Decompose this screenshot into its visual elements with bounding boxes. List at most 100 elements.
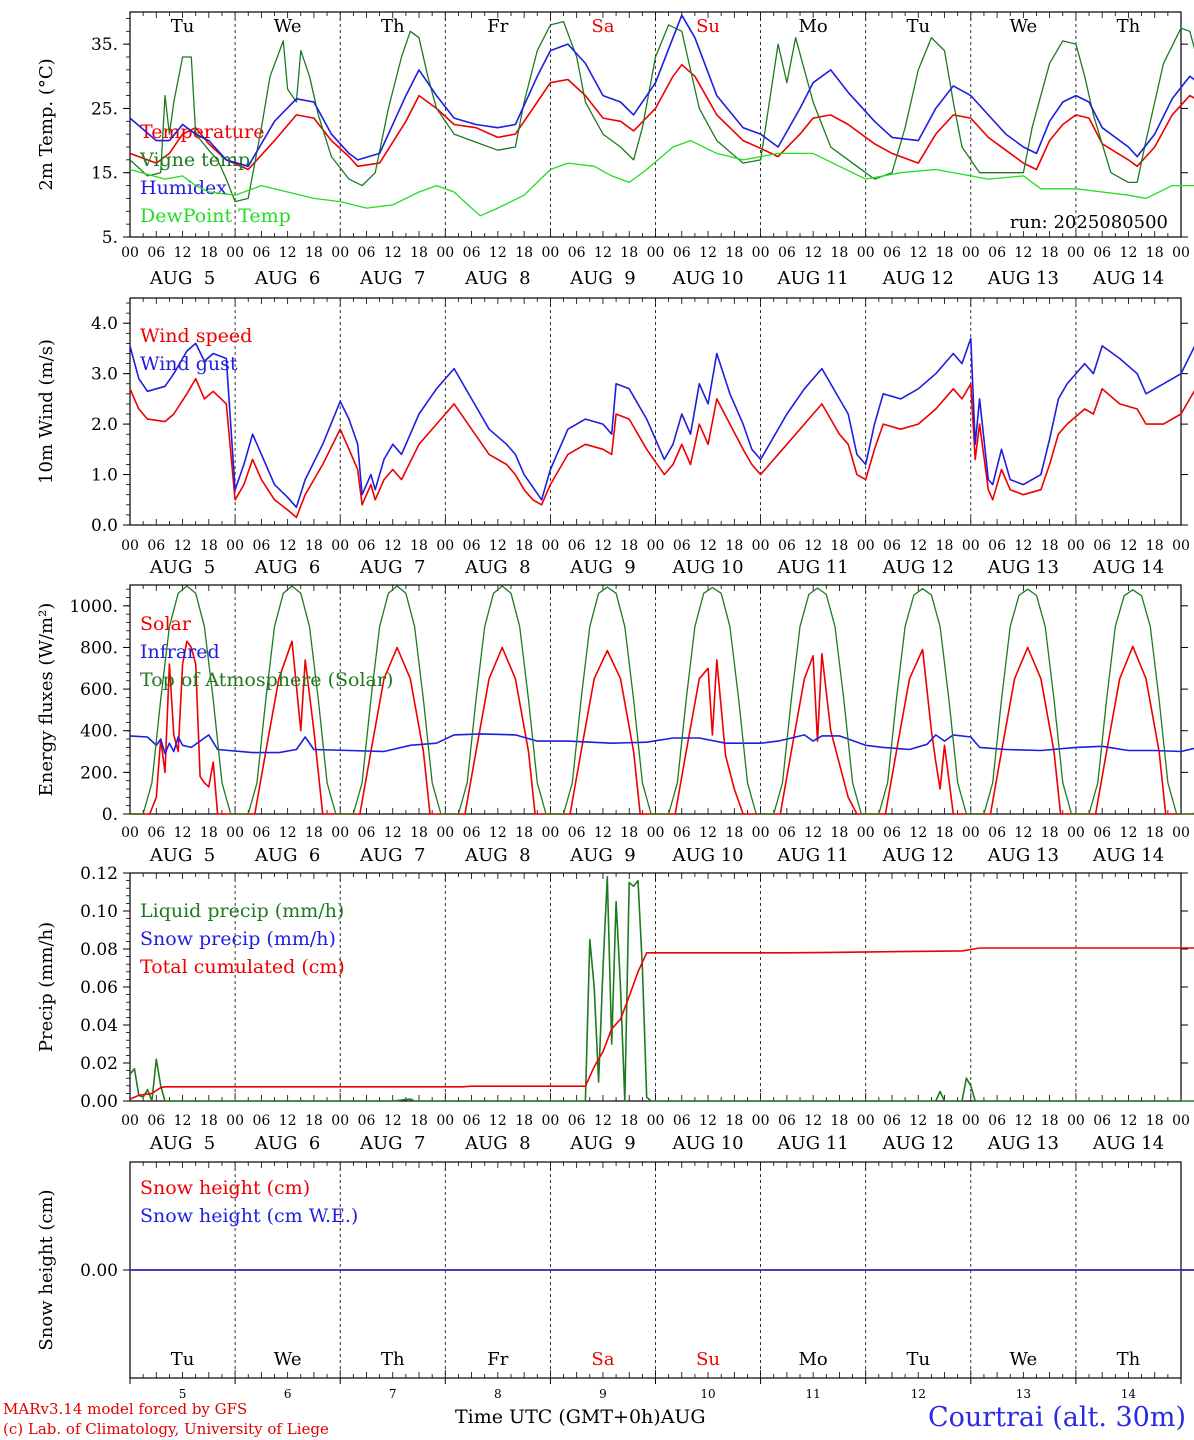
y-tick-label: 2.0 [91, 415, 118, 435]
y-tick-label: 0.0 [91, 516, 118, 536]
hour-tick-label: 18 [620, 538, 638, 554]
date-label: AUG 10 [671, 268, 743, 289]
run-annotation: run: 2025080500 [1010, 212, 1168, 233]
legend-entry: DewPoint Temp [140, 205, 291, 227]
date-label: AUG 8 [464, 557, 530, 578]
date-label: AUG 5 [149, 1133, 215, 1154]
hour-tick-label: 12 [909, 825, 927, 841]
y-tick-label: 800. [80, 638, 118, 658]
date-label: AUG 13 [987, 845, 1059, 866]
y-tick-label: 15. [91, 164, 118, 184]
hour-tick-label: 00 [121, 1113, 139, 1129]
y-tick-label: 1000. [69, 597, 118, 617]
date-label: AUG 5 [149, 268, 215, 289]
day-number-label: 9 [599, 1387, 607, 1401]
hour-tick-label: 18 [1146, 538, 1164, 554]
hour-tick-label: 00 [647, 245, 665, 261]
y-tick-label: 0.12 [80, 864, 118, 884]
weekday-label: Tu [906, 16, 930, 37]
hour-tick-label: 06 [147, 538, 165, 554]
station-name: Courtrai (alt. 30m) [927, 1402, 1186, 1433]
y-axis-title: 10m Wind (m/s) [36, 339, 57, 484]
weekday-label: Th [1117, 1349, 1141, 1370]
hour-tick-label: 06 [252, 825, 270, 841]
date-label: AUG 10 [671, 1133, 743, 1154]
hour-tick-label: 06 [463, 245, 481, 261]
hour-tick-label: 12 [1120, 825, 1138, 841]
hour-tick-label: 06 [988, 825, 1006, 841]
weekday-label: Tu [171, 1349, 195, 1370]
hour-tick-label: 18 [305, 245, 323, 261]
hour-tick-label: 18 [936, 538, 954, 554]
hour-tick-label: 06 [358, 825, 376, 841]
hour-tick-label: 00 [331, 1113, 349, 1129]
hour-tick-label: 00 [647, 538, 665, 554]
legend-entry: Humidex [140, 177, 227, 199]
hour-tick-label: 12 [384, 538, 402, 554]
hour-tick-label: 18 [515, 825, 533, 841]
y-tick-label: 200. [80, 763, 118, 783]
hour-tick-label: 06 [568, 1113, 586, 1129]
hour-tick-label: 00 [647, 825, 665, 841]
y-tick-label: 35. [91, 35, 118, 55]
hour-tick-label: 00 [1172, 825, 1190, 841]
date-label: AUG 14 [1092, 557, 1164, 578]
hour-tick-label: 12 [594, 1113, 612, 1129]
hour-tick-label: 06 [988, 245, 1006, 261]
y-axis-title: 2m Temp. (°C) [36, 58, 57, 190]
hour-tick-label: 18 [305, 538, 323, 554]
date-label: AUG 8 [464, 845, 530, 866]
hour-tick-label: 18 [725, 825, 743, 841]
hour-tick-label: 06 [883, 1113, 901, 1129]
hour-tick-label: 06 [673, 825, 691, 841]
hour-tick-label: 06 [358, 1113, 376, 1129]
hour-tick-label: 00 [436, 245, 454, 261]
hour-tick-label: 18 [831, 538, 849, 554]
hour-tick-label: 12 [909, 538, 927, 554]
y-tick-label: 5. [102, 228, 118, 248]
hour-tick-label: 06 [147, 1113, 165, 1129]
hour-tick-label: 18 [515, 538, 533, 554]
hour-tick-label: 00 [752, 538, 770, 554]
hour-tick-label: 12 [804, 538, 822, 554]
hour-tick-label: 12 [804, 245, 822, 261]
hour-tick-label: 00 [1067, 245, 1085, 261]
hour-tick-label: 12 [489, 538, 507, 554]
legend-entry: Top of Atmosphere (Solar) [140, 669, 393, 691]
date-label: AUG 13 [987, 268, 1059, 289]
series-line-temperature [129, 63, 1194, 171]
hour-tick-label: 18 [1041, 538, 1059, 554]
hour-tick-label: 06 [358, 245, 376, 261]
hour-tick-label: 06 [463, 1113, 481, 1129]
series-line-infrared [129, 733, 1194, 755]
hour-tick-label: 06 [673, 538, 691, 554]
y-tick-label: 0.04 [80, 1016, 118, 1036]
model-credit: MARv3.14 model forced by GFS [3, 1400, 248, 1418]
series-line-dewpoint-temp [129, 139, 1194, 217]
legend-entry: Infrared [140, 641, 220, 663]
y-tick-label: 4.0 [91, 314, 118, 334]
hour-tick-label: 18 [200, 1113, 218, 1129]
hour-tick-label: 06 [778, 825, 796, 841]
legend-entry: Temperature [140, 121, 264, 143]
legend-entry: Snow height (cm) [140, 1177, 310, 1199]
hour-tick-label: 06 [1093, 538, 1111, 554]
hour-tick-label: 00 [752, 245, 770, 261]
hour-tick-label: 12 [489, 825, 507, 841]
y-tick-label: 600. [80, 680, 118, 700]
hour-tick-label: 18 [1146, 1113, 1164, 1129]
day-number-label: 6 [284, 1387, 292, 1401]
date-label: AUG 12 [882, 1133, 954, 1154]
weekday-label: Th [1117, 16, 1141, 37]
date-label: AUG 11 [777, 845, 849, 866]
hour-tick-label: 18 [831, 825, 849, 841]
hour-tick-label: 00 [541, 825, 559, 841]
x-axis-title-text: Time UTC (GMT+0h) [455, 1406, 661, 1428]
y-tick-label: 0.08 [80, 940, 118, 960]
hour-tick-label: 00 [1067, 825, 1085, 841]
hour-tick-label: 18 [305, 825, 323, 841]
x-axis-title: Time UTC (GMT+0h)AUG [455, 1406, 706, 1428]
hour-tick-label: 12 [279, 245, 297, 261]
hour-tick-label: 00 [962, 825, 980, 841]
